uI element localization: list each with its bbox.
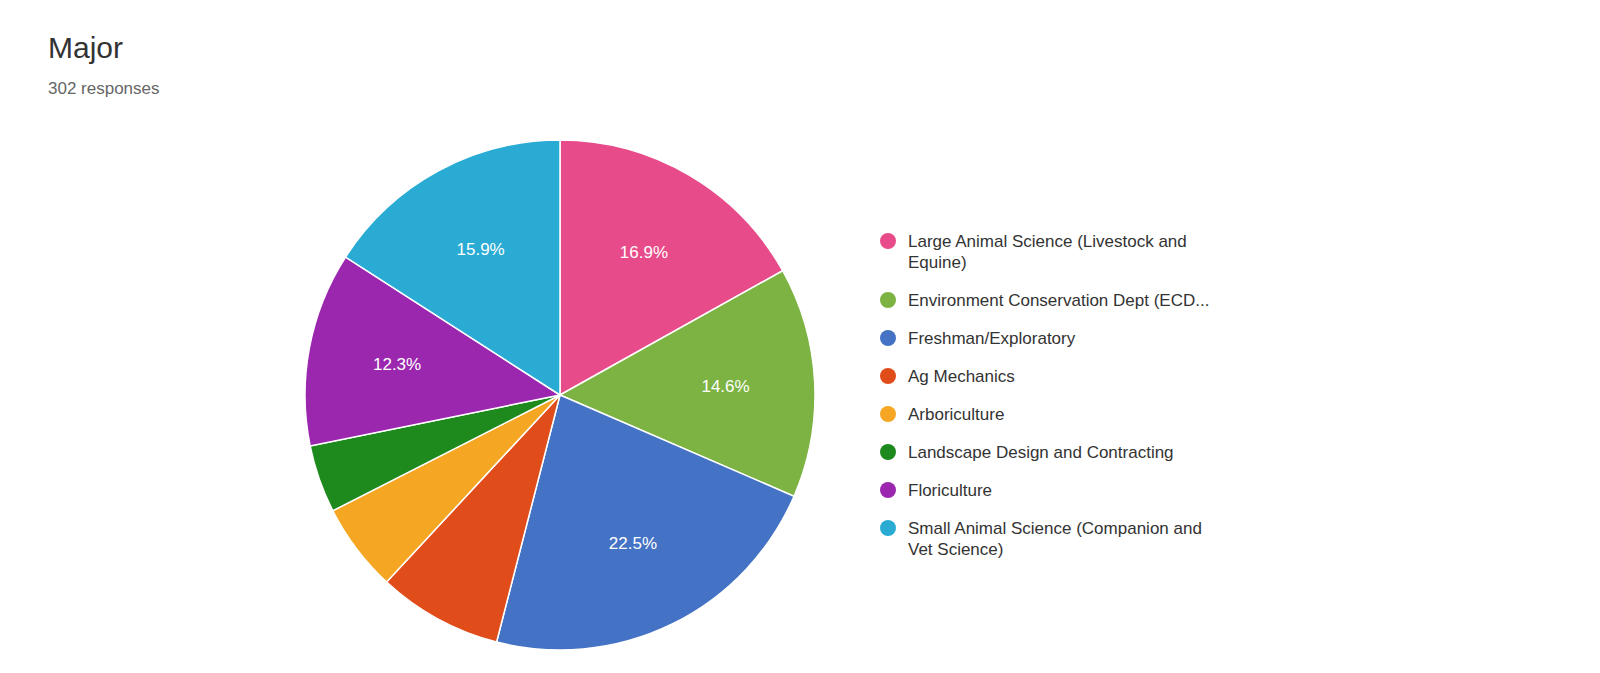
slice [346, 140, 560, 395]
subtitle: 302 responses [48, 79, 160, 98]
data-label: 22.5% [609, 534, 657, 553]
legend-marker [880, 444, 896, 460]
data-label: 14.6% [701, 377, 749, 396]
legend-label: Landscape Design and Contracting [908, 443, 1174, 462]
legend-item: Landscape Design and Contracting [880, 443, 1174, 462]
legend-marker [880, 520, 896, 536]
legend-marker [880, 482, 896, 498]
background [0, 0, 1600, 673]
title: Major [48, 31, 123, 64]
legend-label: Floriculture [908, 481, 992, 500]
slices [305, 140, 815, 650]
legend-item: Ag Mechanics [880, 367, 1015, 386]
data-label: 16.9% [620, 243, 668, 262]
legend-item: Environment Conservation Dept (ECD... [880, 291, 1209, 310]
chart: Major 302 responses 16.9% 14.6% 22.5% 12.3% 15… [0, 0, 1600, 673]
legend-label: Large Animal Science (Livestock andEquin… [908, 232, 1187, 272]
legend-label: Ag Mechanics [908, 367, 1015, 386]
legend-label: Small Animal Science (Companion andVet S… [908, 519, 1202, 559]
legend-label: Environment Conservation Dept (ECD... [908, 291, 1209, 310]
legend-item: Large Animal Science (Livestock andEquin… [880, 232, 1187, 272]
legend-item: Small Animal Science (Companion andVet S… [880, 519, 1202, 559]
legend-marker [880, 233, 896, 249]
legend-marker [880, 292, 896, 308]
legend-marker [880, 330, 896, 346]
legend-label: Freshman/Exploratory [908, 329, 1076, 348]
legend-label: Arboriculture [908, 405, 1004, 424]
data-label: 12.3% [373, 355, 421, 374]
legend: Large Animal Science (Livestock andEquin… [880, 232, 1209, 559]
legend-marker [880, 406, 896, 422]
legend-item: Floriculture [880, 481, 992, 500]
data-labels: 16.9% 14.6% 22.5% 12.3% 15.9% [373, 240, 750, 553]
data-label: 15.9% [457, 240, 505, 259]
legend-item: Freshman/Exploratory [880, 329, 1076, 348]
legend-item: Arboriculture [880, 405, 1004, 424]
legend-marker [880, 368, 896, 384]
